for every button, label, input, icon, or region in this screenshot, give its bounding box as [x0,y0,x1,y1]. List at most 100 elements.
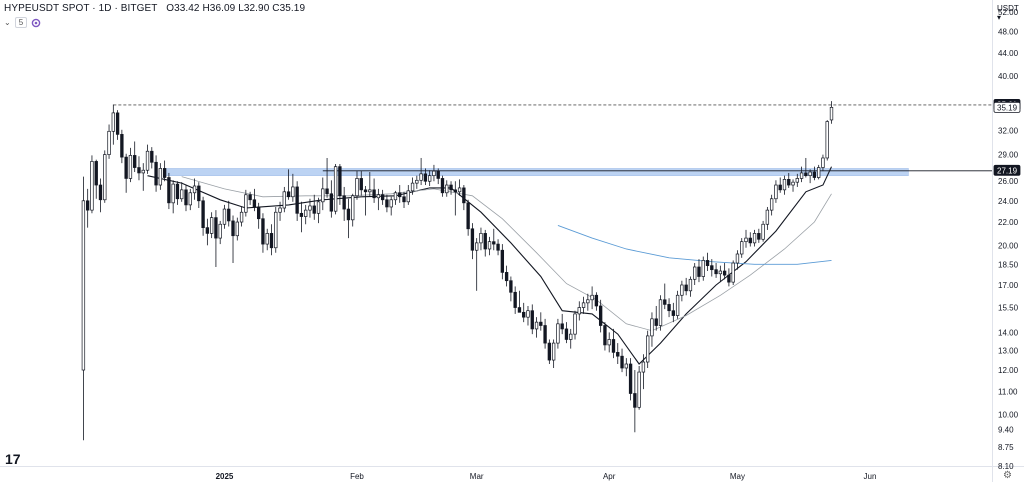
candle [765,206,770,230]
candle-body [197,185,201,202]
candle [338,164,342,205]
candle-body [684,284,688,292]
y-tick-label: 44.00 [998,49,1019,58]
candle [201,196,205,236]
candle-body [504,272,509,282]
candle [457,179,462,196]
candle [380,189,385,205]
y-tick-label: 13.00 [998,346,1019,355]
candle-body [594,294,599,307]
interval-box[interactable]: 5 [14,17,28,28]
candle-body [393,192,398,201]
candle-body [295,186,299,214]
candle [244,189,248,217]
candle [278,201,282,221]
indicator-icon[interactable] [31,18,41,28]
symbol-title[interactable]: HYPEUSDT SPOT · 1D · BITGET [4,3,158,14]
price-label: 27.19 [997,166,1018,175]
candle-body [449,184,453,191]
candle [479,227,483,251]
price-label-box [993,164,1021,176]
candle [628,358,633,401]
y-tick-label: 24.00 [998,197,1019,206]
candle-body [333,166,338,212]
candle-body [513,291,517,308]
candle [757,228,761,243]
candle-body [718,270,723,275]
candle [120,129,124,164]
support-zone-rect [164,168,909,176]
candle [427,170,432,186]
candle [209,212,214,239]
candle-body [637,371,641,408]
candle [594,292,599,311]
candle [534,317,539,338]
candle [513,286,517,314]
chevron-down-icon[interactable]: ⌄ [4,18,11,27]
candle [98,178,103,213]
candle-body [256,206,261,220]
candle-body [209,217,214,234]
candle [184,185,188,212]
candle [727,268,731,287]
time-axis[interactable]: 2025 Feb Mar Apr May Jun [216,472,877,481]
candle [188,188,192,211]
candle-body [162,168,167,178]
candle [445,180,449,197]
candle-body [432,170,436,177]
candle-body [607,339,611,346]
candle-body [175,183,180,200]
candle-body [748,237,752,244]
candle [406,185,410,205]
candle [355,171,359,200]
candle-body [133,155,137,168]
y-tick-label: 26.00 [998,177,1019,186]
candle-body [192,185,197,194]
moving-average-line [557,224,832,265]
candle [171,180,175,214]
candle [590,286,594,310]
candle-body [598,305,603,326]
candle [752,229,757,247]
candle [667,298,671,318]
candle [688,276,693,297]
candle-body [675,294,680,316]
candle [829,101,834,124]
candle-body [705,260,710,267]
candle-body [453,189,457,193]
candle [419,157,423,186]
candle-body [269,233,274,249]
candle-body [765,209,770,225]
candle-body [167,177,171,204]
candle-body [483,233,487,250]
candle [718,265,723,283]
candle [492,228,496,251]
candle-body [107,130,111,155]
candle-body [581,302,586,308]
candle-body [398,192,402,198]
candle [449,181,453,195]
candle [256,202,261,229]
candle [90,155,94,214]
support-zone [164,168,909,176]
candle-body [817,167,821,178]
tradingview-logo-icon[interactable]: 17 [5,451,21,467]
gear-icon[interactable]: ⚙ [1003,470,1012,481]
currency-selector[interactable]: USDT ▾ [997,4,1024,22]
candle-body [244,194,248,213]
candle [158,163,163,190]
candle-body [710,265,714,271]
candle [389,196,393,216]
y-tick-label: 8.75 [998,443,1014,452]
candle-body [299,212,304,217]
candle-body [466,202,470,230]
candle-body [688,278,693,292]
candle-body [701,260,705,277]
candle-body [81,200,86,371]
candles[interactable] [81,101,834,441]
candle [231,215,235,264]
candle-body [628,363,633,394]
